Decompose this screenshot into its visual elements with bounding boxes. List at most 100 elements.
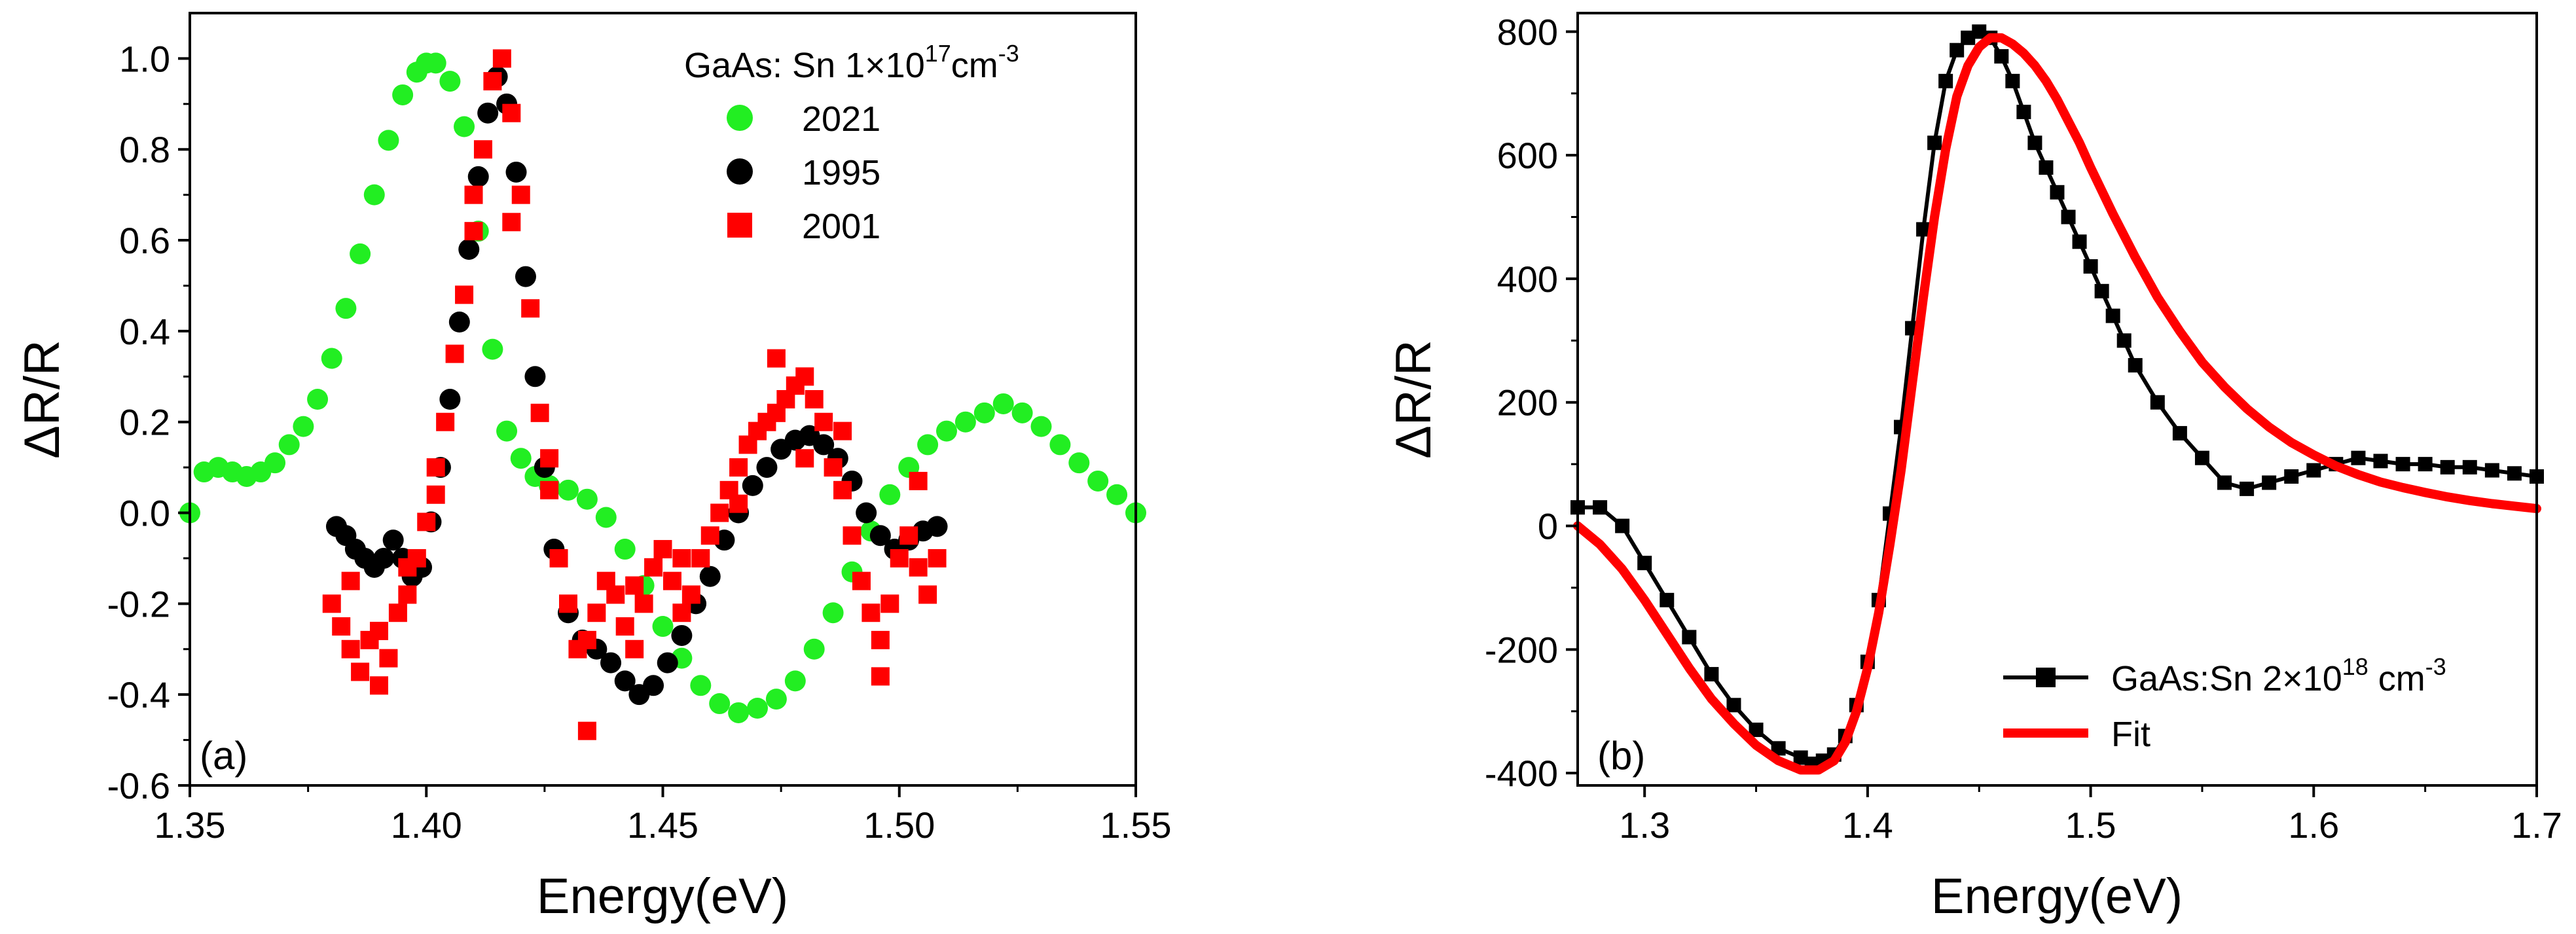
- b-point-gaas-sn-2-10-18-cm-3: [2050, 185, 2065, 200]
- legend-marker-data: [2036, 668, 2056, 687]
- a-point-1995: [742, 475, 763, 496]
- a-point-2001: [729, 458, 748, 477]
- a-point-2001: [351, 662, 370, 681]
- a-point-2021: [392, 84, 414, 105]
- b-point-gaas-sn-2-10-18-cm-3: [1615, 518, 1630, 533]
- a-point-2001: [880, 594, 899, 613]
- b-point-gaas-sn-2-10-18-cm-3: [1682, 630, 1697, 645]
- a-point-2001: [805, 390, 824, 408]
- a-point-2021: [482, 338, 503, 360]
- a-point-2021: [278, 434, 300, 456]
- a-point-2021: [293, 416, 314, 437]
- panel-a-legend-title: GaAs: Sn 1×1017cm-3: [684, 40, 1019, 85]
- panel-b-legend: GaAs:Sn 2×1018 cm-3 Fit: [2003, 653, 2446, 754]
- a-point-2001: [843, 526, 862, 545]
- b-ytick-label: 600: [1497, 135, 1558, 176]
- b-point-gaas-sn-2-10-18-cm-3: [2418, 457, 2433, 472]
- a-point-2021: [690, 675, 712, 696]
- b-point-gaas-sn-2-10-18-cm-3: [2172, 425, 2187, 440]
- a-point-2001: [890, 548, 909, 567]
- panel-b-chart: 1.3 1.4 1.5 1.6 1.7 -400 -200 0 200 400 600 800 Ene…: [1386, 11, 2562, 924]
- a-series-2021: [179, 52, 1146, 723]
- a-point-2001: [398, 585, 417, 604]
- a-point-2001: [379, 649, 398, 668]
- panel-a-chart: 1.35 1.40 1.45 1.50 1.55 -0.6 -0.4 -0.2 0.0 0.2 0.…: [14, 12, 1172, 924]
- a-point-2001: [455, 285, 474, 304]
- b-point-gaas-sn-2-10-18-cm-3: [2027, 135, 2042, 151]
- a-point-2021: [350, 243, 371, 264]
- a-point-2021: [378, 130, 399, 151]
- b-point-gaas-sn-2-10-18-cm-3: [1793, 750, 1808, 765]
- a-point-1995: [869, 525, 891, 547]
- a-point-2001: [530, 403, 549, 422]
- a-point-2001: [691, 548, 710, 567]
- a-point-2001: [577, 721, 596, 740]
- a-point-2021: [992, 393, 1014, 414]
- a-point-2021: [1030, 416, 1052, 437]
- a-point-2001: [634, 594, 653, 613]
- a-xtick-label: 1.40: [391, 804, 462, 846]
- b-xtick-label: 1.4: [1842, 804, 1893, 846]
- legend-data-main: GaAs:Sn 2×10: [2111, 659, 2342, 698]
- a-point-2021: [496, 420, 518, 442]
- a-point-2021: [1011, 402, 1033, 423]
- a-point-1995: [382, 530, 404, 551]
- b-point-gaas-sn-2-10-18-cm-3: [1916, 222, 1931, 237]
- a-point-2021: [321, 348, 342, 369]
- b-point-gaas-sn-2-10-18-cm-3: [2284, 469, 2299, 484]
- a-point-2001: [833, 422, 852, 440]
- b-ytick-label: 200: [1497, 382, 1558, 423]
- a-point-2001: [795, 367, 814, 386]
- b-point-gaas-sn-2-10-18-cm-3: [1637, 556, 1652, 571]
- a-point-2021: [1087, 470, 1109, 492]
- a-point-2021: [936, 420, 957, 442]
- a-point-2021: [264, 452, 286, 474]
- a-point-2001: [492, 49, 511, 68]
- panel-b-marks: [1570, 24, 2544, 775]
- a-point-2001: [322, 594, 341, 613]
- a-point-2001: [559, 594, 577, 613]
- b-ytick-label: -400: [1485, 753, 1558, 794]
- a-point-2001: [767, 349, 786, 368]
- b-point-gaas-sn-2-10-18-cm-3: [2128, 358, 2143, 373]
- a-ytick-label: -0.2: [107, 583, 171, 624]
- b-point-gaas-sn-2-10-18-cm-3: [2083, 259, 2098, 274]
- panel-b-xlabel: Energy(eV): [1931, 869, 2183, 924]
- a-point-2001: [502, 103, 521, 122]
- b-point-gaas-sn-2-10-18-cm-3: [2351, 450, 2366, 465]
- a-point-1995: [477, 102, 499, 124]
- b-point-gaas-sn-2-10-18-cm-3: [1704, 667, 1719, 682]
- a-point-2021: [747, 698, 768, 719]
- a-xtick-label: 1.55: [1100, 804, 1172, 846]
- b-point-gaas-sn-2-10-18-cm-3: [1593, 500, 1608, 515]
- a-point-2001: [729, 494, 748, 513]
- a-point-2021: [728, 702, 750, 723]
- b-point-gaas-sn-2-10-18-cm-3: [1927, 135, 1942, 151]
- b-point-gaas-sn-2-10-18-cm-3: [1771, 741, 1786, 756]
- b-point-gaas-sn-2-10-18-cm-3: [1660, 592, 1675, 607]
- b-point-gaas-sn-2-10-18-cm-3: [2061, 209, 2076, 225]
- a-point-1995: [926, 516, 948, 537]
- b-point-gaas-sn-2-10-18-cm-3: [2072, 234, 2087, 249]
- a-point-1995: [373, 547, 395, 569]
- b-point-gaas-sn-2-10-18-cm-3: [2039, 160, 2054, 175]
- panel-a-label: (a): [200, 734, 247, 778]
- a-point-2001: [928, 548, 947, 567]
- panel-b-label: (b): [1597, 734, 1645, 778]
- b-point-gaas-sn-2-10-18-cm-3: [2094, 283, 2109, 298]
- b-point-gaas-sn-2-10-18-cm-3: [2105, 308, 2120, 323]
- b-xtick-label: 1.7: [2511, 804, 2562, 846]
- a-xtick-label: 1.45: [627, 804, 698, 846]
- a-point-1995: [699, 566, 721, 587]
- b-point-gaas-sn-2-10-18-cm-3: [2240, 481, 2255, 496]
- a-ytick-label: -0.6: [107, 765, 171, 806]
- a-point-1995: [439, 389, 461, 410]
- b-line-gaas-sn-2-10-18-cm-3: [1576, 29, 2539, 766]
- a-point-2001: [370, 676, 388, 695]
- a-point-1995: [448, 312, 470, 332]
- a-point-2001: [862, 603, 880, 622]
- panel-a-legend: GaAs: Sn 1×1017cm-3 2021 1995 2001: [684, 40, 1019, 246]
- panel-b-axis-ticks: 1.3 1.4 1.5 1.6 1.7 -400 -200 0 200 400 600 800: [1485, 11, 2562, 846]
- a-point-2021: [954, 411, 976, 433]
